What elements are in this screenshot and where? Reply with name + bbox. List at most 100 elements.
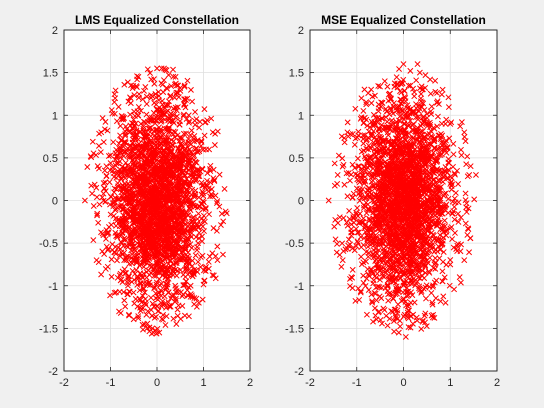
data-point-marker [125, 311, 132, 318]
data-point-marker [180, 111, 187, 118]
data-point-marker [107, 152, 114, 159]
data-point-marker [129, 267, 136, 274]
data-point-marker [134, 274, 141, 281]
data-point-marker [136, 287, 143, 294]
data-point-marker [98, 229, 104, 236]
data-point-marker [188, 234, 195, 240]
data-point-marker [211, 176, 218, 183]
data-point-marker [167, 92, 174, 99]
data-point-marker [88, 182, 95, 189]
data-point-marker [174, 306, 181, 313]
y-tick-label: -2 [48, 366, 58, 378]
data-point-marker [131, 144, 138, 151]
data-point-marker [103, 173, 110, 180]
data-point-marker [207, 193, 214, 200]
data-point-marker [135, 313, 142, 320]
data-point-marker [105, 153, 112, 159]
data-point-marker [107, 211, 114, 218]
data-point-marker [206, 253, 213, 260]
data-point-marker [193, 295, 200, 302]
data-point-marker [182, 281, 189, 288]
data-point-marker [164, 101, 171, 108]
y-tick-label: 0 [52, 196, 58, 208]
data-point-marker [204, 170, 211, 177]
data-point-marker [130, 316, 137, 323]
data-point-marker [134, 281, 141, 288]
data-point-marker [173, 297, 179, 304]
y-tick-label: 1.5 [43, 68, 58, 80]
y-tick-label: 0.5 [43, 153, 58, 165]
data-point-marker [206, 211, 212, 218]
data-point-marker [142, 296, 149, 303]
data-point-marker [119, 229, 126, 236]
data-point-marker [143, 93, 150, 100]
data-point-marker [107, 292, 114, 299]
x-tick-label: -2 [59, 377, 69, 389]
data-point-marker [108, 256, 115, 263]
data-point-marker [143, 100, 150, 107]
data-point-marker [164, 276, 170, 283]
data-point-marker [101, 167, 108, 174]
data-point-marker [122, 236, 129, 243]
data-point-marker [174, 132, 181, 139]
data-point-marker [185, 119, 192, 126]
data-point-marker [166, 303, 173, 310]
data-point-marker [143, 311, 150, 318]
data-point-marker [165, 72, 172, 78]
data-point-marker [89, 190, 96, 197]
lms-chart-title: LMS Equalized Constellation [75, 13, 239, 27]
data-point-marker [158, 315, 165, 322]
x-tick-label: 2 [247, 377, 253, 389]
data-point-marker [173, 89, 180, 96]
data-point-marker [177, 141, 184, 148]
data-point-marker [218, 210, 225, 217]
data-point-marker [112, 87, 119, 94]
data-point-marker [140, 326, 146, 333]
data-point-marker [140, 123, 147, 130]
data-point-marker [89, 138, 96, 145]
data-point-marker [93, 184, 100, 191]
y-tick-label: 2 [52, 25, 58, 37]
x-tick-label: 1 [200, 377, 206, 389]
data-point-marker [140, 285, 147, 291]
data-point-marker [198, 142, 205, 149]
data-point-marker [162, 322, 169, 328]
data-point-marker [117, 310, 124, 316]
data-point-marker [153, 94, 160, 101]
data-point-marker [207, 168, 214, 175]
scatter-points [81, 65, 230, 337]
data-point-marker [135, 160, 141, 167]
data-point-marker [144, 66, 151, 73]
data-point-marker [91, 181, 98, 188]
data-point-marker [181, 82, 188, 89]
y-tick-label: 1 [52, 110, 58, 122]
data-point-marker [139, 96, 146, 103]
data-point-marker [157, 128, 164, 135]
data-point-marker [141, 87, 147, 94]
data-point-marker [117, 122, 124, 129]
data-point-marker [143, 268, 150, 275]
x-tick-label: 0 [154, 377, 160, 389]
y-tick-label: -1.5 [39, 323, 58, 335]
data-point-marker [100, 190, 107, 197]
data-point-marker [203, 146, 210, 153]
data-point-marker [148, 95, 155, 101]
data-point-marker [220, 218, 227, 225]
data-point-marker [155, 308, 161, 315]
data-point-marker [100, 180, 107, 187]
data-point-marker [151, 99, 158, 106]
y-tick-label: -1 [48, 281, 58, 293]
data-point-marker [200, 212, 207, 219]
data-point-marker [102, 118, 109, 125]
data-point-marker [142, 300, 148, 307]
data-point-marker [186, 255, 192, 262]
data-point-marker [194, 216, 201, 222]
data-point-marker [199, 238, 206, 245]
data-point-marker [90, 237, 97, 244]
data-point-marker [183, 130, 189, 137]
data-point-marker [133, 84, 140, 91]
data-point-marker [121, 81, 128, 88]
data-point-marker [181, 173, 188, 180]
